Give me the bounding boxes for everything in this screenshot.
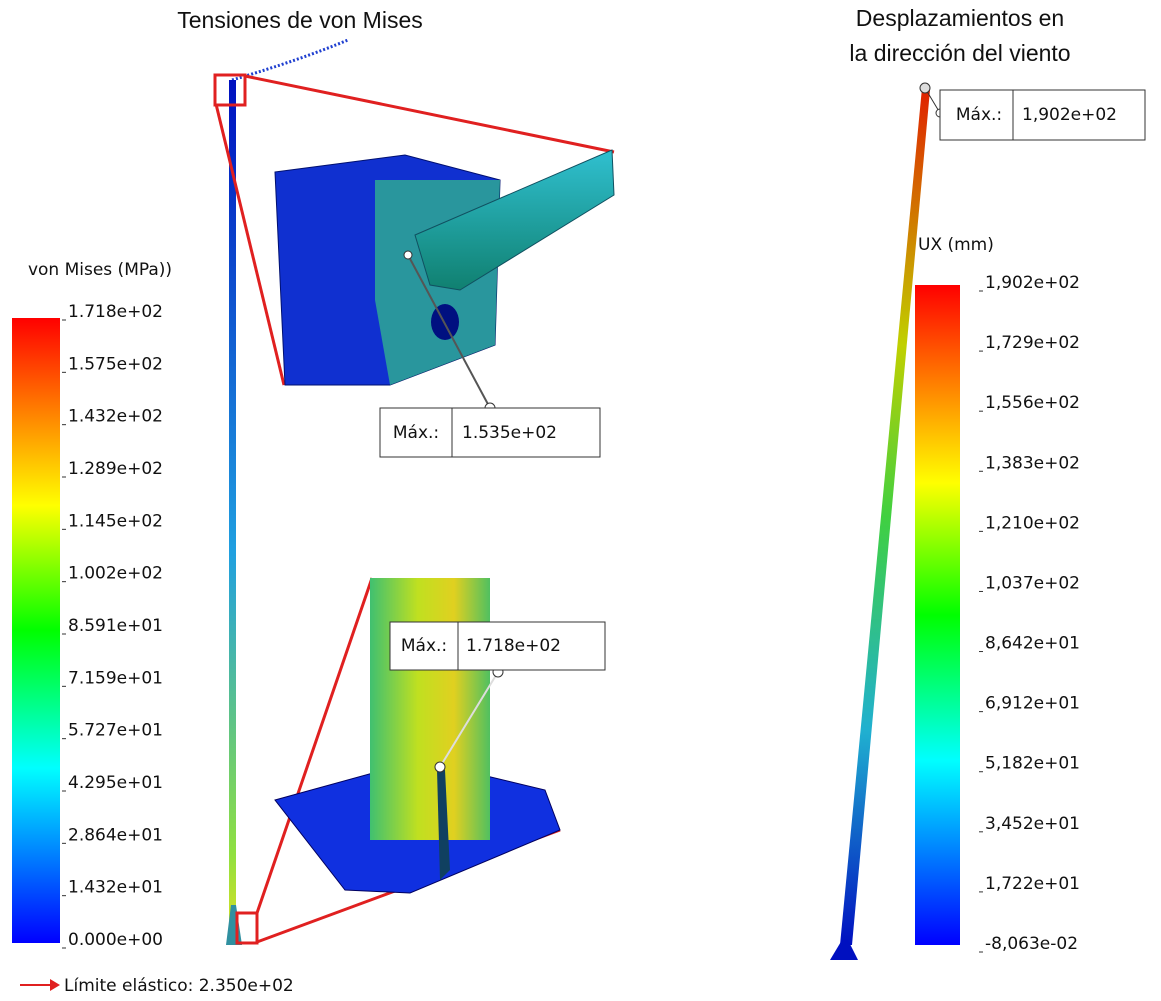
tick-label: 1,037e+02	[985, 573, 1080, 593]
tick-label: 1,722e+01	[985, 874, 1080, 894]
tick-label: -8,063e-02	[985, 934, 1078, 954]
tick-label: 1,383e+02	[985, 453, 1080, 473]
tick-label: 1.432e+01	[68, 878, 163, 898]
tick-label: 1.432e+02	[68, 407, 163, 427]
fea-results: Tensiones de von Mises von Mises (MPa)) …	[0, 0, 1161, 1001]
callout-value: 1.535e+02	[462, 423, 557, 443]
title: la dirección del viento	[849, 40, 1070, 66]
tick-label: 4.295e+01	[68, 773, 163, 793]
pole-base	[830, 940, 858, 960]
tick-label: 3,452e+01	[985, 814, 1080, 834]
tick-label: 2.864e+01	[68, 825, 163, 845]
title: Desplazamientos en	[856, 5, 1064, 31]
tick-label: 8.591e+01	[68, 616, 163, 636]
callout-value: 1.718e+02	[466, 636, 561, 656]
tick-label: 1,729e+02	[985, 333, 1080, 353]
pole	[229, 80, 236, 940]
tick-label: 1.575e+02	[68, 354, 163, 374]
tick-label: 1.289e+02	[68, 459, 163, 479]
callout-label: Máx.:	[401, 636, 447, 656]
callout-value: 1,902e+02	[1022, 105, 1117, 125]
tick-label: 1.145e+02	[68, 511, 163, 531]
tick-label: 1.718e+02	[68, 302, 163, 322]
detail-column	[370, 578, 490, 840]
callout-label: Máx.:	[393, 423, 439, 443]
tick-label: 8,642e+01	[985, 634, 1080, 654]
tick-label: 5.727e+01	[68, 721, 163, 741]
colorbar	[12, 318, 60, 943]
group: 1,902e+02 1,729e+02 1,556e+02 1,383e+02 1,21…	[979, 273, 1080, 954]
pole-base	[226, 905, 242, 945]
zoom-line	[245, 76, 614, 152]
marker	[435, 762, 445, 772]
tick-label: 7.159e+01	[68, 668, 163, 688]
tick-label: 1,902e+02	[985, 273, 1080, 293]
legend-title: UX (mm)	[918, 235, 994, 255]
tick-label: 6,912e+01	[985, 694, 1080, 714]
marker	[920, 83, 930, 93]
tick-label: 1.002e+02	[68, 564, 163, 584]
colorbar	[915, 285, 960, 945]
group: 1.718e+02 1.575e+02 1.432e+02 1.289e+02 1.14…	[62, 302, 163, 950]
tick-label: 5,182e+01	[985, 754, 1080, 774]
legend-title: von Mises (MPa))	[28, 260, 172, 280]
arrow-head	[50, 979, 60, 991]
zoom-line	[216, 104, 284, 385]
yield-note: Límite elástico: 2.350e+02	[64, 976, 294, 996]
deformed-shape	[232, 40, 348, 80]
callout-label: Máx.:	[956, 105, 1002, 125]
marker	[404, 251, 412, 259]
title: Tensiones de von Mises	[177, 7, 422, 33]
tick-label: 0.000e+00	[68, 930, 163, 950]
tick-label: 1,210e+02	[985, 513, 1080, 533]
tick-label: 1,556e+02	[985, 393, 1080, 413]
